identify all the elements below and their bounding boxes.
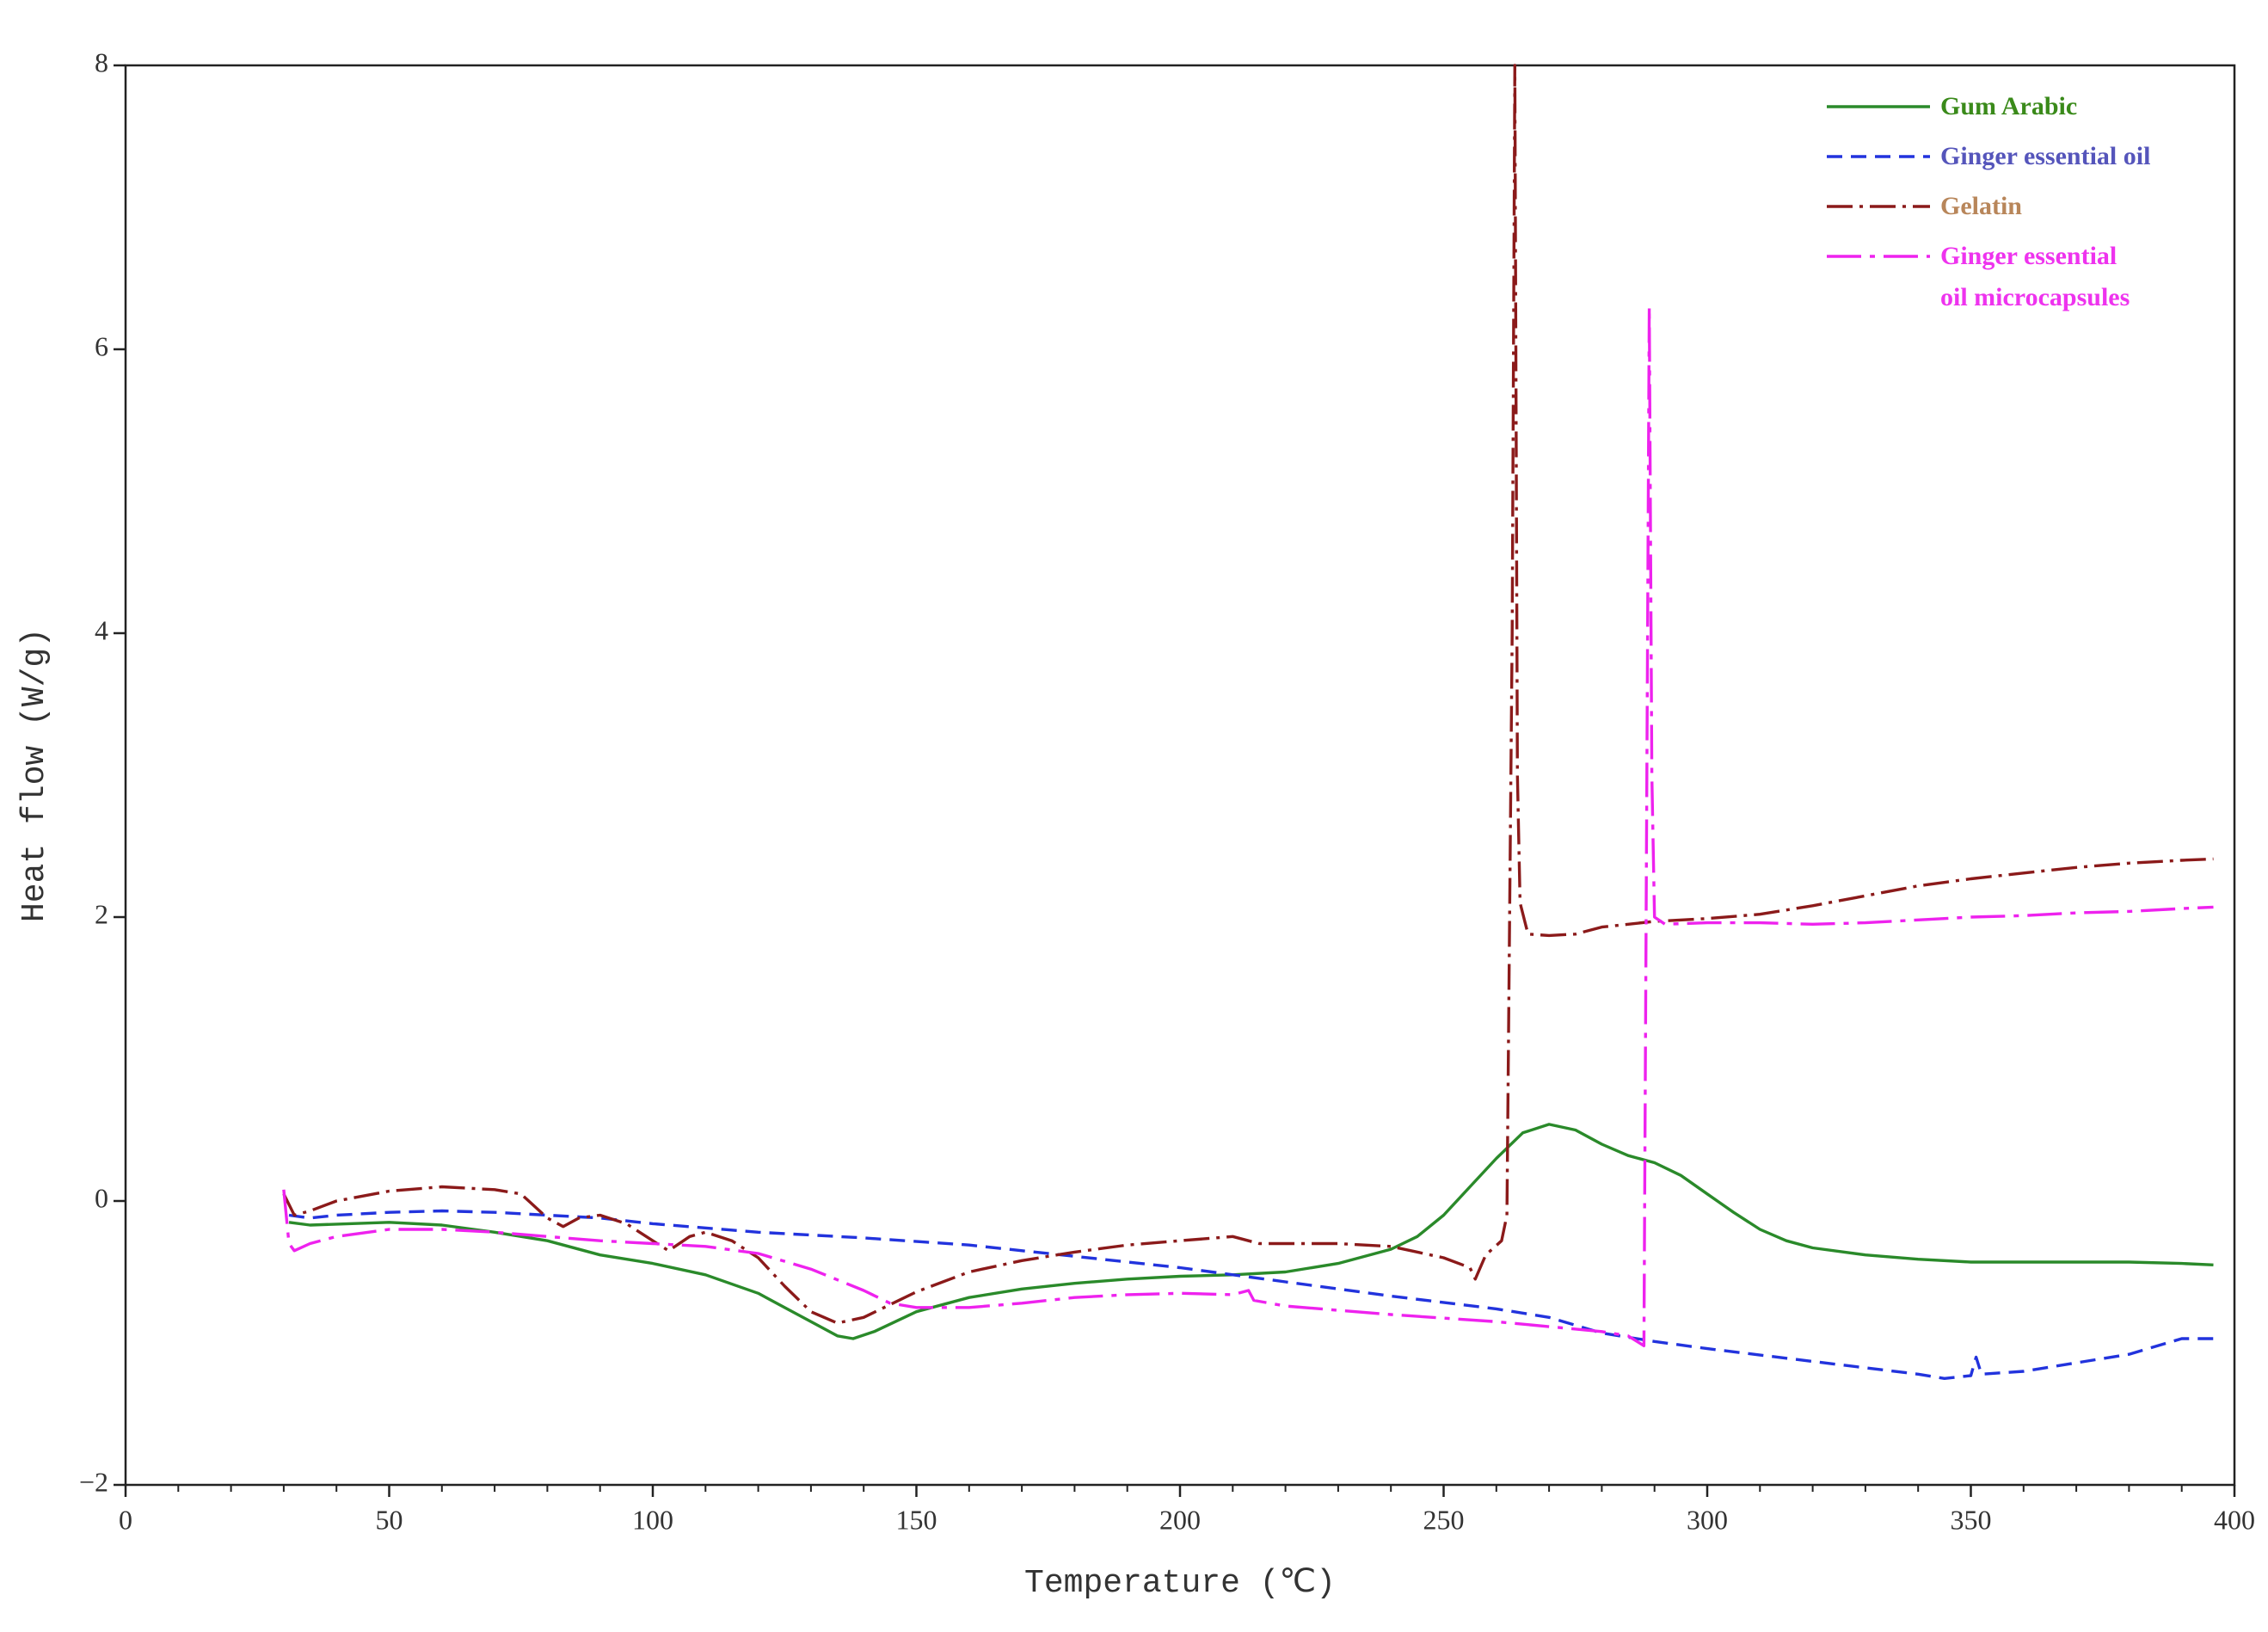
series-line [288,1123,2214,1340]
legend-swatch [1827,155,1930,158]
x-tick-label: 0 [119,1504,132,1535]
series-line [282,64,2214,1325]
x-tick-label: 300 [1687,1504,1728,1535]
y-axis-label: Heat flow (W/g) [16,628,53,922]
x-tick-label: 250 [1423,1504,1465,1535]
y-tick-label: 8 [95,46,108,77]
legend-entry: Ginger essential oil microcapsules [1827,236,2150,318]
y-tick-label: 6 [95,330,108,361]
y-tick-label: −2 [79,1466,108,1497]
legend: Gum Arabic Ginger essential oil Gelatin Gin… [1827,86,2150,327]
legend-entry: Gelatin [1827,186,2150,227]
legend-swatch [1827,255,1930,258]
series-line [288,1209,2214,1380]
y-tick-label: 4 [95,614,108,645]
legend-swatch [1827,205,1930,208]
y-tick-label: 2 [95,898,108,929]
legend-label: Gum Arabic [1940,92,2078,120]
legend-entry: Gum Arabic [1827,86,2150,127]
x-tick-label: 400 [2214,1504,2255,1535]
legend-entry: Ginger essential oil [1827,136,2150,177]
legend-label: Ginger essential oil [1940,142,2151,170]
x-axis-label: Temperature (℃) [1024,1565,1336,1602]
x-tick-label: 100 [632,1504,673,1535]
x-tick-label: 150 [896,1504,937,1535]
y-tick-label: 0 [95,1182,108,1213]
legend-swatch [1827,105,1930,108]
legend-label: Gelatin [1940,192,2022,220]
x-tick-label: 350 [1951,1504,1992,1535]
legend-label: Ginger essential oil microcapsules [1940,242,2130,311]
x-tick-label: 200 [1159,1504,1201,1535]
x-tick-label: 50 [376,1504,403,1535]
series-line [282,305,2214,1347]
